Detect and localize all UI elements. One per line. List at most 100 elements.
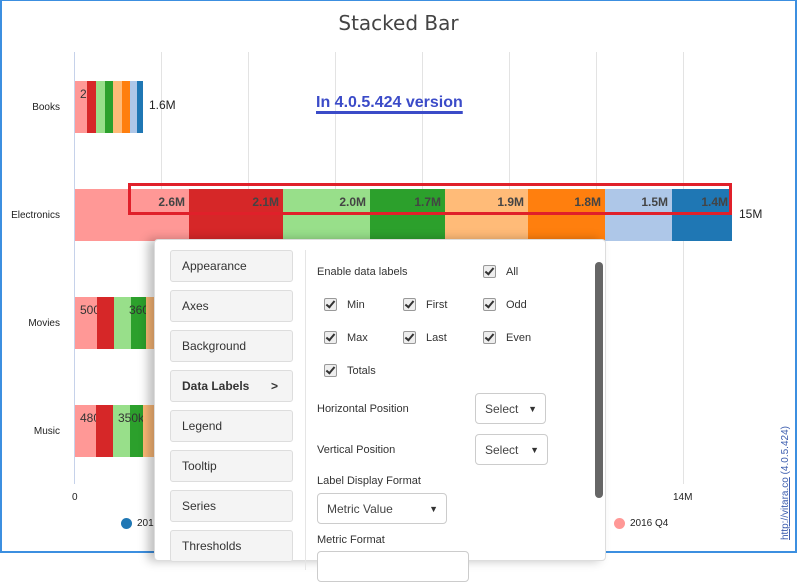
select-value: Select	[485, 401, 519, 416]
label-display-format-select[interactable]: Metric Value ▼	[317, 493, 447, 524]
checkbox-label: Odd	[506, 298, 527, 311]
gridline	[74, 52, 75, 484]
category-label-movies: Movies	[28, 318, 60, 329]
bar-segment[interactable]: 360k	[129, 297, 155, 349]
legend-label: 2015	[137, 518, 160, 529]
nav-label: Appearance	[182, 259, 247, 273]
checkbox-label: All	[506, 265, 519, 278]
version-text: (4.0.5.424)	[780, 426, 791, 475]
caret-down-icon: ▼	[528, 403, 537, 414]
nav-thresholds[interactable]: Thresholds	[170, 530, 293, 562]
checkbox-checked-icon	[324, 298, 337, 311]
bar-segment[interactable]: 1.4M	[672, 189, 732, 241]
gridline	[683, 52, 684, 484]
bar-movies[interactable]: 500k 360k	[75, 297, 156, 349]
checkbox-checked-icon	[483, 265, 496, 278]
label-display-format-label: Label Display Format	[317, 475, 421, 487]
bar-segment[interactable]	[137, 81, 143, 133]
checkbox-min[interactable]: Min	[324, 298, 365, 311]
bar-segment[interactable]: 1.7M	[370, 189, 445, 241]
bar-segment[interactable]	[114, 297, 131, 349]
bar-segment[interactable]	[113, 405, 130, 457]
bar-segment[interactable]: 2.0M	[283, 189, 370, 241]
caret-down-icon: ▼	[530, 444, 539, 455]
nav-legend[interactable]: Legend	[170, 410, 293, 442]
checkbox-odd[interactable]: Odd	[483, 298, 527, 311]
version-annotation: In 4.0.5.424 version	[316, 94, 463, 111]
metric-format-label: Metric Format	[317, 534, 385, 546]
panel-scrollbar[interactable]	[595, 262, 603, 498]
select-value: Metric Value	[327, 501, 393, 516]
bar-segment[interactable]	[97, 297, 114, 349]
legend-item-2016-q4[interactable]: 2016 Q4	[614, 518, 668, 529]
x-tick: 14M	[673, 492, 693, 503]
horizontal-position-label: Horizontal Position	[317, 403, 409, 415]
horizontal-position-select[interactable]: Select ▼	[475, 393, 546, 424]
nav-series[interactable]: Series	[170, 490, 293, 522]
checkbox-checked-icon	[324, 331, 337, 344]
nav-label: Background	[182, 339, 247, 353]
bar-segment[interactable]: 480k	[75, 405, 106, 457]
nav-data-labels[interactable]: Data Labels >	[170, 370, 293, 402]
legend-label: 2016 Q4	[630, 518, 669, 529]
bar-segment[interactable]: 500k	[75, 297, 106, 349]
chevron-right-icon: >	[270, 379, 278, 393]
checkbox-max[interactable]: Max	[324, 331, 368, 344]
bar-segment[interactable]	[96, 81, 105, 133]
vertical-position-select[interactable]: Select ▼	[475, 434, 548, 465]
data-label: 1.4M	[701, 195, 728, 209]
data-label: 350k	[118, 411, 145, 425]
legend-item-2015[interactable]: 2015	[121, 518, 159, 529]
checkbox-checked-icon	[483, 298, 496, 311]
bar-segment[interactable]: 1.5M	[605, 189, 672, 241]
bar-music[interactable]: 480k 350k	[75, 405, 155, 457]
data-label: 1.9M	[497, 195, 524, 209]
vitara-credit: http://vitara.co (4.0.5.424)	[780, 426, 791, 540]
data-label: 2.6M	[158, 195, 185, 209]
data-label: 2.0M	[339, 195, 366, 209]
settings-panel: Appearance Axes Background Data Labels > …	[154, 239, 606, 582]
enable-data-labels-label: Enable data labels	[317, 266, 408, 278]
checkbox-all[interactable]: All	[483, 265, 518, 278]
bar-segment[interactable]	[87, 81, 96, 133]
checkbox-first[interactable]: First	[403, 298, 447, 311]
nav-background[interactable]: Background	[170, 330, 293, 362]
bar-segment[interactable]	[105, 81, 113, 133]
bar-segment[interactable]	[122, 81, 130, 133]
data-label: 2.1M	[252, 195, 279, 209]
checkbox-label: Last	[426, 331, 447, 344]
checkbox-last[interactable]: Last	[403, 331, 447, 344]
bar-segment[interactable]	[146, 297, 156, 349]
bar-segment[interactable]	[96, 405, 113, 457]
highlight-box	[128, 183, 732, 215]
bar-electronics[interactable]: 2.6M 2.1M 2.0M 1.7M 1.9M 1.8M 1.5M 1.4M	[75, 189, 732, 241]
bar-segment[interactable]	[143, 405, 155, 457]
bar-segment[interactable]: 1.9M	[445, 189, 528, 241]
total-label-electronics: 15M	[739, 207, 763, 221]
metric-format-select[interactable]	[317, 551, 469, 582]
checkbox-even[interactable]: Even	[483, 331, 531, 344]
nav-tooltip[interactable]: Tooltip	[170, 450, 293, 482]
x-tick: 0	[72, 492, 78, 503]
bar-segment[interactable]: 1.8M	[528, 189, 605, 241]
bar-segment[interactable]: 2.1M	[189, 189, 283, 241]
bar-segment[interactable]	[113, 81, 122, 133]
nav-label: Data Labels	[182, 379, 250, 393]
bar-books[interactable]: 270k	[75, 81, 143, 133]
checkbox-checked-icon	[403, 331, 416, 344]
checkbox-checked-icon	[403, 298, 416, 311]
bar-segment[interactable]: 270k	[75, 81, 106, 133]
nav-label: Axes	[182, 299, 209, 313]
vitara-link[interactable]: http://vitara.co	[780, 477, 791, 540]
checkbox-checked-icon	[324, 364, 337, 377]
bar-segment[interactable]: 350k	[118, 405, 144, 457]
checkbox-totals[interactable]: Totals	[324, 364, 376, 377]
bar-segment[interactable]	[130, 81, 137, 133]
nav-label: Thresholds	[182, 539, 242, 553]
checkbox-label: First	[426, 298, 448, 311]
checkbox-label: Min	[347, 298, 365, 311]
bar-segment[interactable]: 2.6M	[75, 189, 189, 241]
nav-appearance[interactable]: Appearance	[170, 250, 293, 282]
data-label: 1.5M	[641, 195, 668, 209]
nav-axes[interactable]: Axes	[170, 290, 293, 322]
